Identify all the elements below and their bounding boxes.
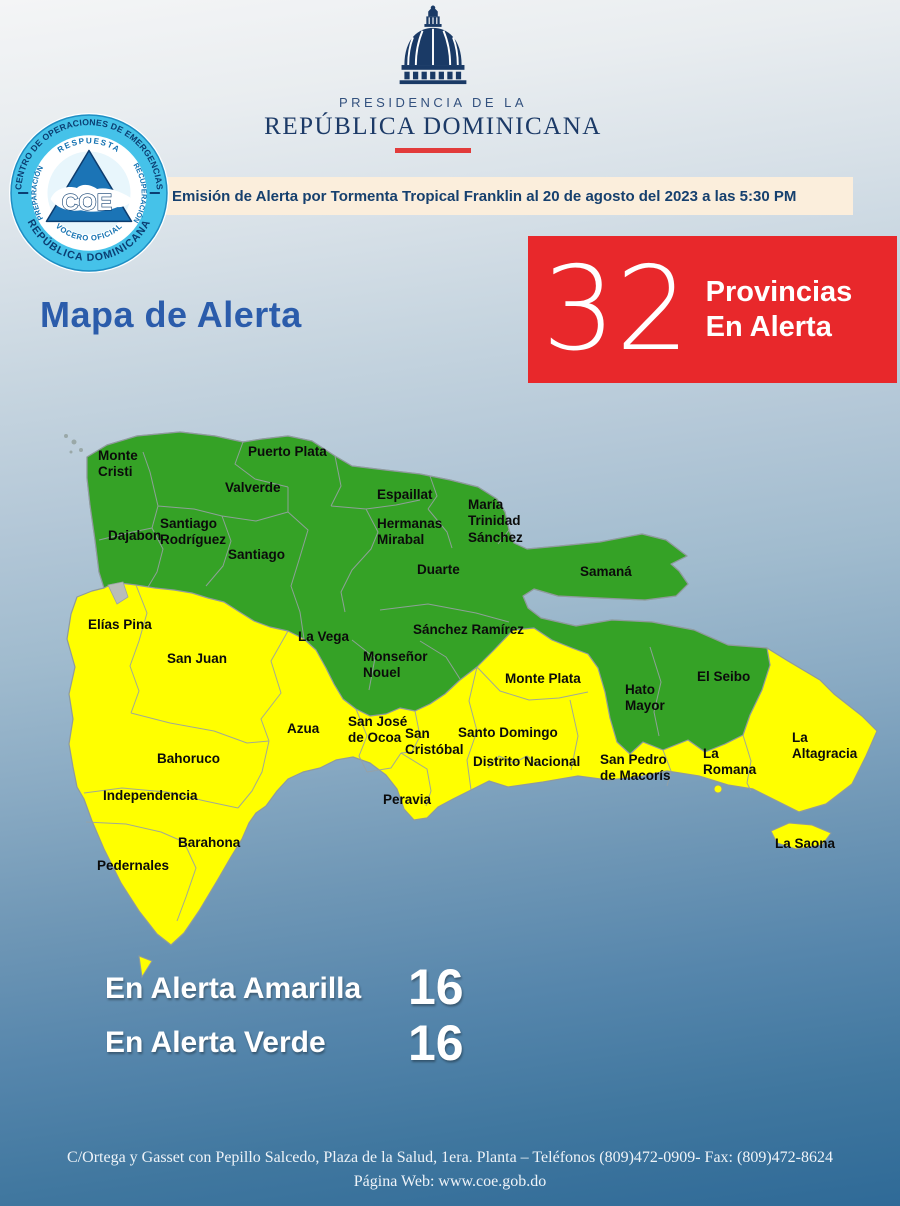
province-label: Pedernales — [97, 858, 170, 873]
coe-center-text: COE — [62, 189, 112, 215]
coe-logo: CENTRO DE OPERACIONES DE EMERGENCIAS REP… — [9, 113, 169, 273]
province-label: Puerto Plata — [248, 444, 327, 459]
saona-island — [770, 822, 832, 850]
province-label: Espaillat — [377, 487, 433, 502]
presidencia-title: REPÚBLICA DOMINICANA — [264, 113, 602, 140]
province-label: Azua — [287, 721, 320, 736]
province-label: Hato Mayor — [625, 682, 665, 714]
province-label: La Altagracia — [792, 730, 858, 762]
red-underline — [395, 148, 471, 153]
coe-map-silhouette — [50, 184, 131, 212]
province-label: San Pedro de Macorís — [600, 752, 671, 784]
province-label: Dajabon — [108, 528, 162, 543]
green-alert-count: 16 — [408, 1015, 464, 1071]
alert-count-label: Provincias En Alerta — [706, 275, 853, 343]
beata-island — [138, 955, 153, 979]
province-label: Santo Domingo — [458, 725, 558, 740]
province-label: Bahoruco — [157, 751, 221, 766]
alert-count-label-line1: Provincias — [705, 276, 853, 309]
province-label: Elías Pina — [88, 617, 152, 632]
map-title: Mapa de Alerta — [40, 294, 302, 335]
national-palace-dome-icon — [399, 5, 467, 85]
green-alert-label: En Alerta Verde — [105, 1026, 326, 1059]
province-label: Monseñor Nouel — [363, 649, 428, 681]
province-label: Valverde — [225, 480, 281, 495]
province-label: Hermanas Mirabal — [377, 516, 443, 548]
alert-banner: Emisión de Alerta por Tormenta Tropical … — [155, 177, 853, 215]
province-label: Independencia — [103, 788, 198, 803]
province-label: Distrito Nacional — [473, 754, 581, 769]
province-label: San Juan — [167, 651, 228, 666]
alert-banner-text: Emisión de Alerta por Tormenta Tropical … — [172, 187, 797, 205]
province-label: La Vega — [298, 629, 350, 644]
footer-address: C/Ortega y Gasset con Pepillo Salcedo, P… — [67, 1149, 833, 1166]
province-label: María Trinidad Sánchez — [468, 497, 523, 545]
footer-web: Página Web: www.coe.gob.do — [353, 1173, 547, 1190]
alert-count-label-line2: En Alerta — [705, 310, 832, 343]
alert-count: 32 — [542, 241, 690, 377]
border-gray-patch — [107, 581, 129, 605]
province-label: Sánchez Ramírez — [413, 622, 525, 637]
yellow-alert-count: 16 — [408, 959, 464, 1015]
province-label: Monte Plata — [505, 671, 581, 686]
province-label: Santiago Rodríguez — [160, 516, 226, 548]
province-label: San José de Ocoa — [348, 714, 408, 746]
province-label: Monte Cristi — [98, 448, 138, 480]
province-label: Duarte — [417, 562, 460, 577]
province-label: Barahona — [178, 835, 241, 850]
footer: C/Ortega y Gasset con Pepillo Salcedo, P… — [0, 1146, 900, 1194]
province-label: La Saona — [775, 836, 836, 851]
province-label: Peravia — [383, 792, 432, 807]
provinces-alert-count-box: 32 Provincias En Alerta — [528, 236, 897, 383]
presidencia-header: PRESIDENCIA DE LA REPÚBLICA DOMINICANA — [183, 4, 683, 153]
northwest-cays — [64, 434, 83, 454]
yellow-alert-label: En Alerta Amarilla — [105, 972, 362, 1005]
green-alert-region — [86, 431, 771, 755]
province-label: El Seibo — [697, 669, 751, 684]
province-label: Santiago — [228, 547, 286, 562]
province-label: La Romana — [703, 746, 757, 778]
catalina-island — [713, 784, 723, 794]
province-label: San Cristóbal — [405, 726, 464, 758]
presidencia-pretitle: PRESIDENCIA DE LA — [338, 95, 528, 110]
province-label: Samaná — [580, 564, 632, 579]
province-borders — [83, 441, 752, 922]
